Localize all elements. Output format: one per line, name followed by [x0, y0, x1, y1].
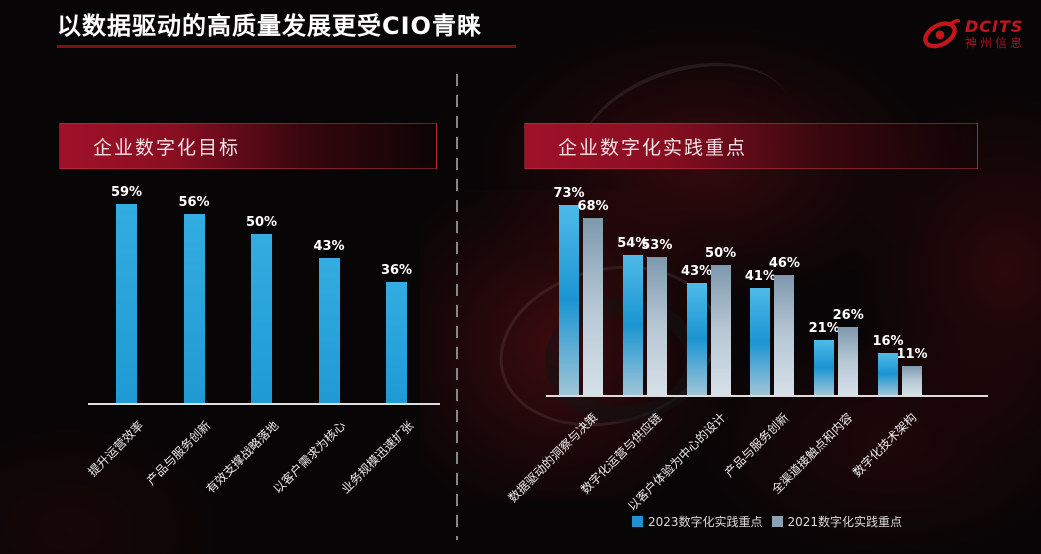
value-label: 50%: [705, 246, 737, 261]
category-label: 业务规模迅速扩张: [338, 418, 416, 497]
value-label: 43%: [681, 264, 713, 279]
value-label: 59%: [110, 185, 143, 200]
bar-practice-s1: [814, 340, 835, 395]
bar-practice-s2: [838, 327, 859, 395]
bar-practice-s2: [774, 275, 795, 395]
bar-goals-s1: [251, 234, 272, 403]
brand-text: DCITS 神州信息: [964, 16, 1025, 51]
bar-goals-s1: [183, 214, 205, 403]
section-divider: [456, 74, 458, 540]
category-label: 提升运营效率: [84, 418, 146, 480]
value-label: 73%: [553, 186, 585, 201]
legend-item-2023: 2023数字化实践重点: [631, 513, 763, 530]
legend-swatch-2023: [631, 516, 643, 527]
brand-logo: DCITS 神州信息: [919, 12, 1025, 56]
category-label: 有效支撑战略落地: [203, 418, 281, 497]
value-label: 56%: [178, 195, 210, 210]
practice-section-title: 企业数字化实践重点: [558, 136, 748, 159]
x-axis: [546, 395, 988, 397]
legend-label-2021: 2021数字化实践重点: [787, 515, 903, 529]
value-label: 68%: [577, 199, 609, 214]
legend-item-2021: 2021数字化实践重点: [771, 513, 903, 530]
bar-practice-s2: [646, 257, 667, 395]
value-label: 11%: [896, 347, 928, 362]
category-label: 产品与服务创新: [144, 418, 214, 488]
bar-goals-s1: [318, 258, 340, 403]
value-label: 53%: [641, 238, 673, 253]
bar-practice-s1: [622, 255, 643, 395]
category-label: 以客户需求为核心: [270, 418, 349, 497]
legend-label-2023: 2023数字化实践重点: [647, 515, 763, 529]
practice-bar-chart: 73% 68% 数据驱动的洞察与决策 54% 53% 数字化运营与供应链 43% 50% 以客户…: [506, 186, 988, 514]
legend-swatch-2021: [771, 516, 783, 527]
value-label: 21%: [808, 321, 840, 336]
title-underline: [57, 45, 516, 48]
swirl-icon: [923, 18, 961, 49]
bar-practice-s2: [710, 265, 731, 395]
bar-practice-s1: [686, 283, 707, 395]
value-label: 36%: [380, 263, 413, 278]
value-label: 50%: [245, 215, 278, 230]
value-label: 26%: [832, 308, 864, 323]
bar-practice-s2: [902, 366, 922, 395]
practice-section-banner: 企业数字化实践重点: [524, 123, 978, 169]
value-label: 43%: [313, 239, 345, 254]
bar-practice-s1: [750, 288, 771, 395]
goals-bar-chart: 59% 提升运营效率 56% 产品与服务创新 50% 有效支撑战略落地 43% 以客户需求为核…: [85, 185, 440, 496]
bar-goals-s1: [116, 204, 137, 403]
value-label: 54%: [617, 236, 649, 251]
bar-goals-s1: [386, 282, 407, 403]
goals-section-banner: 企业数字化目标: [59, 123, 437, 169]
x-axis: [88, 403, 440, 405]
bar-practice-s1: [878, 353, 898, 395]
goals-section-title: 企业数字化目标: [93, 136, 241, 159]
page-title: 以数据驱动的高质量发展更受CIO青睐: [57, 12, 482, 40]
brand-name: DCITS: [964, 16, 1024, 36]
bar-practice-s1: [559, 205, 579, 395]
company-name: 神州信息: [964, 35, 1025, 50]
value-label: 41%: [744, 269, 776, 284]
chart-legend: 2023数字化实践重点 2021数字化实践重点: [546, 513, 988, 530]
value-label: 46%: [768, 256, 800, 271]
value-label: 16%: [872, 334, 904, 349]
bar-practice-s2: [583, 218, 603, 395]
